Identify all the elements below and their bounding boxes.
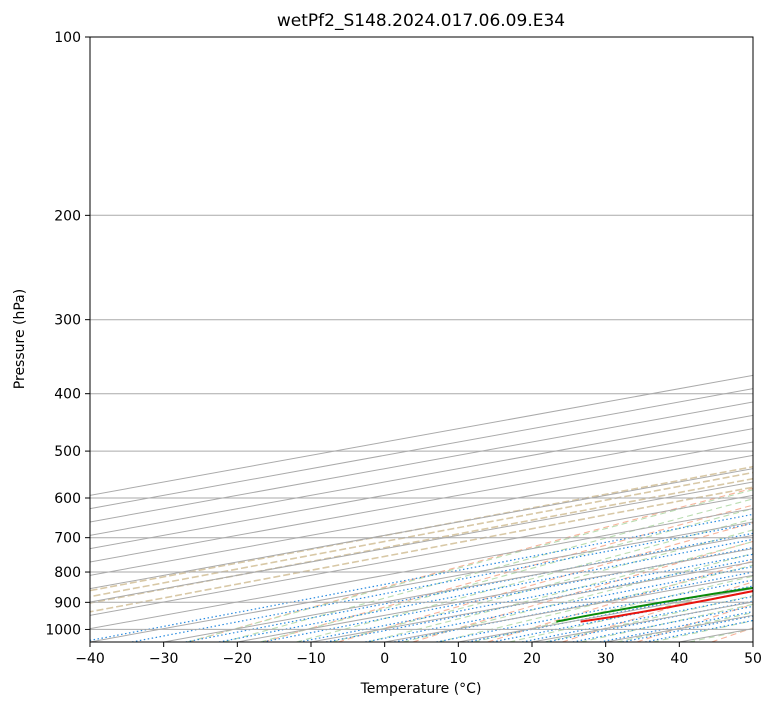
chart-title: wetPf2_S148.2024.017.06.09.E34 bbox=[277, 11, 565, 31]
isotherm-line bbox=[90, 508, 753, 630]
x-tick-label: 0 bbox=[380, 651, 389, 667]
x-tick-label: 10 bbox=[449, 651, 467, 667]
y-tick-label: 400 bbox=[54, 387, 81, 403]
isotherm-line bbox=[90, 441, 753, 563]
mixing-ratio-line bbox=[521, 595, 753, 642]
isotherm-line bbox=[90, 494, 753, 616]
y-axis-label: Pressure (hPa) bbox=[12, 289, 28, 389]
isotherm-line bbox=[90, 454, 753, 576]
mixing-ratio-lines bbox=[90, 513, 753, 642]
y-tick-label: 500 bbox=[54, 444, 81, 460]
mixing-ratio-line bbox=[546, 600, 753, 642]
dry-adiabat-line bbox=[263, 504, 753, 642]
isotherm-line bbox=[163, 534, 753, 642]
isobar-gridlines bbox=[90, 37, 753, 630]
moist-adiabat-line bbox=[544, 595, 753, 642]
moist-adiabat-line bbox=[331, 529, 753, 642]
y-tick-label: 800 bbox=[54, 565, 81, 581]
mixing-ratio-line bbox=[218, 538, 753, 642]
frost-point-line bbox=[90, 465, 753, 592]
plot-frame bbox=[89, 36, 754, 643]
y-tick-label: 600 bbox=[54, 491, 81, 507]
x-tick-label: −10 bbox=[296, 651, 326, 667]
frost-point-line bbox=[90, 471, 753, 598]
moist-adiabat-line bbox=[260, 507, 753, 642]
isotherm-line bbox=[90, 521, 753, 642]
x-tick-label: 30 bbox=[597, 651, 615, 667]
y-tick-label: 700 bbox=[54, 531, 81, 547]
y-tick-label: 300 bbox=[54, 313, 81, 329]
mixing-ratio-line bbox=[599, 610, 753, 642]
x-tick-label: −30 bbox=[149, 651, 179, 667]
moist-adiabat-line bbox=[402, 552, 753, 642]
isotherm-line bbox=[90, 481, 753, 603]
x-tick-label: 20 bbox=[523, 651, 541, 667]
x-tick-label: 50 bbox=[744, 651, 762, 667]
mixing-ratio-line bbox=[131, 522, 753, 642]
plot-area: 0.10.20.40.611.52346810131620253036-100-… bbox=[90, 37, 753, 642]
mixing-ratio-line bbox=[185, 532, 753, 642]
x-tick-label: −40 bbox=[75, 651, 105, 667]
x-axis-ticks: −40 −30 −20 −10 0 10 20 30 40 50 bbox=[75, 642, 762, 667]
dry-adiabat-line bbox=[188, 487, 753, 642]
dry-adiabat-line bbox=[487, 560, 753, 642]
y-tick-label: 1000 bbox=[45, 622, 81, 638]
isotherms bbox=[90, 374, 753, 642]
y-tick-label: 100 bbox=[54, 30, 81, 46]
x-axis-label: Temperature (°C) bbox=[360, 681, 482, 697]
y-tick-label: 200 bbox=[54, 208, 81, 224]
y-tick-label: 900 bbox=[54, 595, 81, 611]
isotherm-line bbox=[90, 468, 753, 590]
frost-point-lines bbox=[90, 465, 753, 613]
frost-point-line bbox=[90, 477, 753, 604]
dry-adiabat-line bbox=[412, 540, 753, 642]
y-axis-ticks: 100 200 300 400 500 600 700 800 900 1000 bbox=[45, 30, 90, 638]
x-tick-label: 40 bbox=[670, 651, 688, 667]
moist-adiabat-line bbox=[296, 518, 753, 642]
x-tick-label: −20 bbox=[223, 651, 253, 667]
isotherm-line bbox=[90, 428, 753, 550]
dry-adiabats bbox=[188, 487, 753, 642]
mixing-ratio-line bbox=[572, 605, 753, 642]
mixing-ratio-line bbox=[622, 615, 753, 642]
